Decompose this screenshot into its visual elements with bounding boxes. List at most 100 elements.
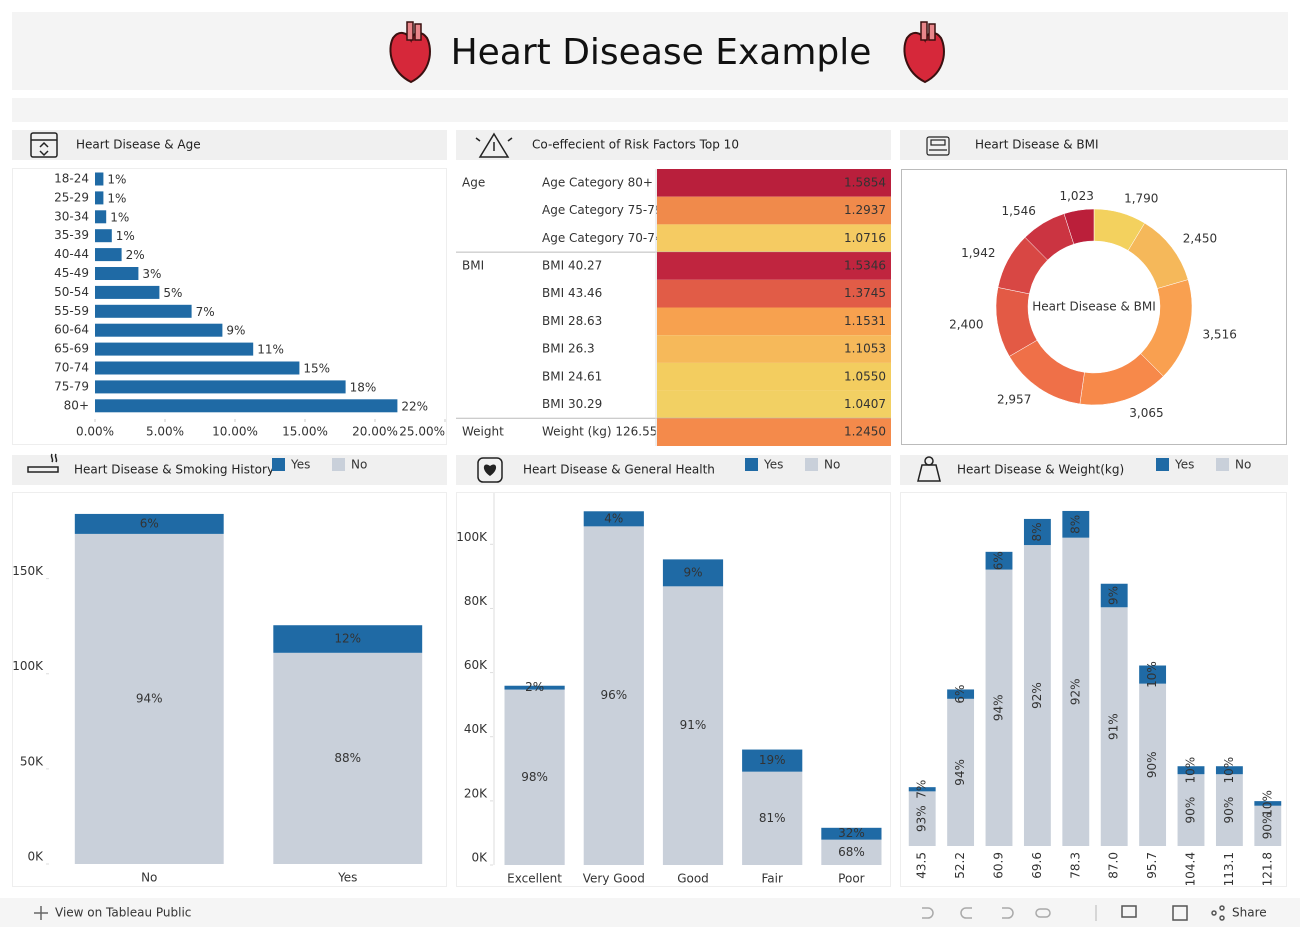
bar-segment xyxy=(583,526,644,865)
bar xyxy=(95,248,122,262)
bar xyxy=(95,210,107,224)
bar-segment xyxy=(504,689,565,865)
legend-swatch xyxy=(272,458,285,471)
y-tick-label: 150K xyxy=(12,564,44,578)
row-label: Age Category 75-79 xyxy=(542,203,663,217)
data-label: 10% xyxy=(1260,790,1274,817)
legend-swatch xyxy=(1216,458,1229,471)
panel-title: Heart Disease & General Health xyxy=(523,463,715,477)
bar-segment xyxy=(1139,683,1167,846)
data-label: 5% xyxy=(163,286,182,300)
panel-frame xyxy=(12,492,447,887)
bar-segment xyxy=(1254,801,1282,806)
data-label: 10% xyxy=(1222,757,1236,784)
cell-value: 1.3745 xyxy=(844,286,886,300)
y-tick-label: 60K xyxy=(464,658,488,672)
cell-value: 1.1531 xyxy=(844,314,886,328)
x-tick-label: 78.3 xyxy=(1068,852,1082,879)
data-label: 6% xyxy=(992,551,1006,570)
bar-segment xyxy=(742,749,803,772)
bar xyxy=(95,323,223,337)
data-label: 12% xyxy=(334,632,361,646)
bar-segment xyxy=(1215,774,1243,846)
data-label: 7% xyxy=(915,780,929,799)
data-label: 9% xyxy=(683,565,702,579)
panel-header xyxy=(900,130,1288,160)
bar-segment xyxy=(583,511,644,527)
x-tick-label: No xyxy=(141,871,157,885)
data-label: 2% xyxy=(126,248,145,262)
x-tick-label: Yes xyxy=(337,871,357,885)
bar xyxy=(95,380,346,394)
data-label: 3,516 xyxy=(1202,327,1236,341)
row-label: Age Category 70-74 xyxy=(542,231,663,245)
data-label: 22% xyxy=(401,399,428,413)
cell-value: 1.1053 xyxy=(844,342,886,356)
y-tick-label: 70-74 xyxy=(54,361,89,375)
cell-value: 1.2450 xyxy=(844,425,886,439)
y-tick-label: 40K xyxy=(464,722,488,736)
data-label: 3% xyxy=(142,267,161,281)
bar-segment xyxy=(1062,537,1090,846)
calendar-icon xyxy=(30,132,58,158)
panel-header xyxy=(12,455,447,485)
panel-frame xyxy=(900,492,1287,887)
x-tick-label: 95.7 xyxy=(1145,852,1159,879)
view-on-tableau-link[interactable]: View on Tableau Public xyxy=(55,906,191,920)
panel-frame xyxy=(12,168,447,445)
panel-header xyxy=(12,130,447,160)
data-label: 68% xyxy=(838,845,865,859)
data-label: 2,957 xyxy=(997,392,1031,406)
bar xyxy=(95,342,254,356)
legend-swatch xyxy=(745,458,758,471)
x-tick-label: 52.2 xyxy=(953,852,967,879)
weight-icon xyxy=(917,456,941,482)
bar xyxy=(95,399,398,413)
bar-segment xyxy=(1100,607,1128,846)
heart-badge-icon xyxy=(477,457,503,483)
legend-swatch xyxy=(332,458,345,471)
bar-segment xyxy=(1177,766,1205,775)
y-tick-label: 50-54 xyxy=(54,285,89,299)
footer-bar xyxy=(0,898,1300,927)
bar-segment xyxy=(74,513,224,534)
data-label: 90% xyxy=(1145,751,1159,778)
bar-segment xyxy=(504,685,565,690)
data-label: 8% xyxy=(1030,522,1044,541)
bar-segment xyxy=(821,839,882,865)
data-label: 92% xyxy=(1030,682,1044,709)
x-tick-label: 104.4 xyxy=(1184,852,1198,886)
bar-segment xyxy=(273,652,423,864)
heat-cell xyxy=(657,252,891,280)
data-label: 93% xyxy=(915,805,929,832)
panel-title: Heart Disease & Age xyxy=(76,138,201,152)
cell-value: 1.2937 xyxy=(844,203,886,217)
bar-segment xyxy=(1215,766,1243,775)
y-tick-label: 50K xyxy=(20,754,44,768)
x-tick-label: Poor xyxy=(838,872,864,886)
data-label: 19% xyxy=(759,753,786,767)
x-tick-label: 20.00% xyxy=(352,425,398,439)
panel-frame xyxy=(901,169,1287,445)
data-label: 15% xyxy=(303,362,330,376)
dashboard-title: Heart Disease Example xyxy=(451,32,872,73)
x-tick-label: Fair xyxy=(761,872,782,886)
legend-label: Yes xyxy=(1174,458,1194,472)
donut-slice xyxy=(1063,208,1095,245)
data-label: 1,546 xyxy=(1002,204,1036,218)
x-tick-label: Very Good xyxy=(583,872,645,886)
data-label: 2% xyxy=(525,680,544,694)
y-tick-label: 18-24 xyxy=(54,172,89,186)
x-tick-label: 113.1 xyxy=(1222,852,1236,886)
share-button[interactable]: Share xyxy=(1232,906,1267,920)
row-label: BMI 30.29 xyxy=(542,397,602,411)
data-label: 6% xyxy=(953,685,967,704)
y-tick-label: 100K xyxy=(12,659,44,673)
y-tick-label: 35-39 xyxy=(54,228,89,242)
data-label: 8% xyxy=(1068,515,1082,534)
legend-swatch xyxy=(1156,458,1169,471)
group-label: Age xyxy=(462,175,485,189)
data-label: 91% xyxy=(680,718,707,732)
x-tick-label: 0.00% xyxy=(76,425,114,439)
